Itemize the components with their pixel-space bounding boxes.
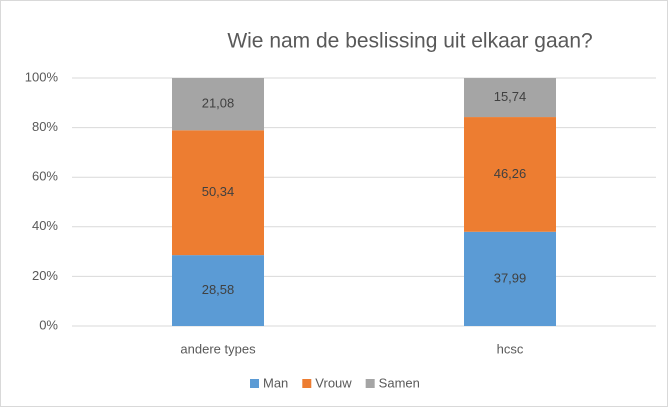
y-tick-label: 0% (39, 317, 58, 332)
x-tick-label: hcsc (497, 341, 524, 356)
legend-swatch (250, 379, 259, 388)
bar-segment (464, 231, 556, 326)
legend-label: Samen (379, 375, 420, 390)
bar-segment (172, 78, 264, 131)
bar-segment (172, 130, 264, 256)
data-label: 46,26 (494, 166, 527, 181)
y-tick-label: 80% (32, 119, 58, 134)
data-label: 28,58 (202, 282, 235, 297)
data-label: 50,34 (202, 184, 235, 199)
y-tick-label: 20% (32, 268, 58, 283)
data-label: 21,08 (202, 96, 235, 111)
y-tick-label: 60% (32, 169, 58, 184)
legend-label: Man (263, 375, 288, 390)
legend-label: Vrouw (315, 375, 352, 390)
chart-title: Wie nam de beslissing uit elkaar gaan? (227, 30, 592, 53)
y-tick-label: 40% (32, 218, 58, 233)
y-tick-label: 100% (25, 69, 59, 84)
bar-segment (464, 78, 556, 118)
x-tick-label: andere types (180, 341, 256, 356)
data-label: 37,99 (494, 270, 527, 285)
legend-swatch (365, 379, 375, 388)
bar-segment (464, 117, 556, 232)
data-label: 15,74 (494, 89, 527, 104)
legend-swatch (302, 379, 312, 388)
bar-segment (172, 255, 264, 326)
